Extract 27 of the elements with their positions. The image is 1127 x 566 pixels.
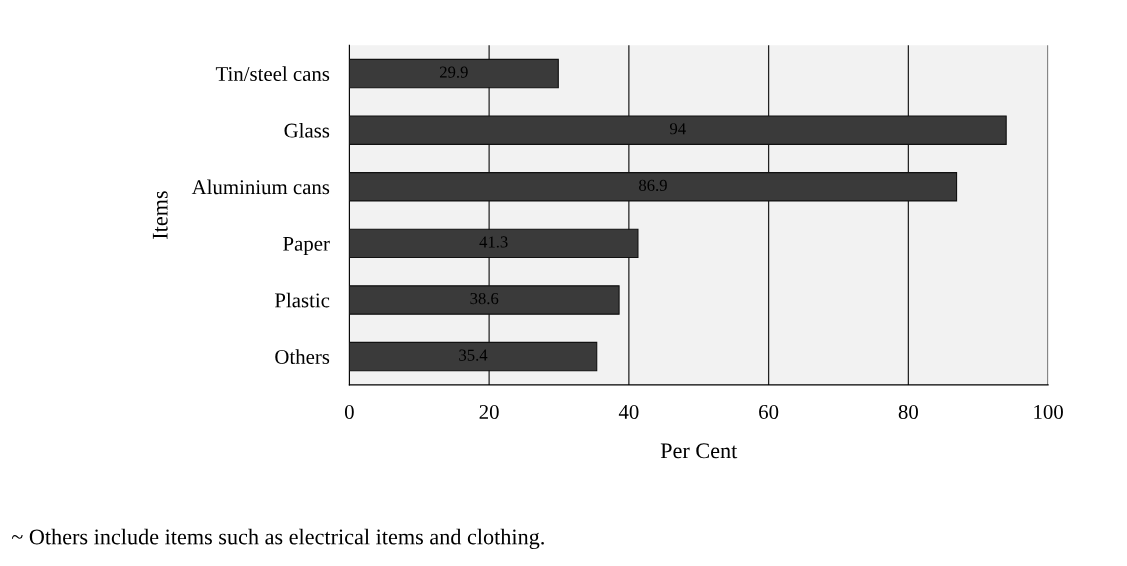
bar [349,115,1007,145]
data-label: 86.9 [639,179,667,192]
bar [349,58,559,89]
y-tick-label: Aluminium cans [191,179,330,195]
x-tick-label: 40 [618,404,639,419]
y-tick-label: Glass [284,122,330,138]
bar [349,172,958,202]
bar [349,228,639,259]
y-tick-label: Tin/steel cans [215,66,330,82]
x-tick-label: 100 [1034,404,1063,419]
bar [349,341,598,372]
y-axis-title: Items [152,191,168,239]
y-tick-label: Others [275,349,330,365]
text: ~ Others include items such as electrical items and clothing. [11,528,544,550]
data-label: 94 [669,123,686,135]
y-tick-label: Plastic [274,292,330,308]
data-label: 29.9 [439,66,468,78]
x-axis-title: Per Cent [660,443,738,459]
data-label: 35.4 [459,349,488,361]
x-tick-label: 60 [759,404,779,419]
x-tick-label: 20 [479,404,499,419]
x-tick-label: 0 [344,404,354,419]
data-label: 38.6 [470,292,499,305]
bar [349,285,620,315]
data-label: 41.3 [479,236,508,248]
y-tick-label: Paper [283,236,330,256]
x-tick-label: 80 [898,404,918,419]
